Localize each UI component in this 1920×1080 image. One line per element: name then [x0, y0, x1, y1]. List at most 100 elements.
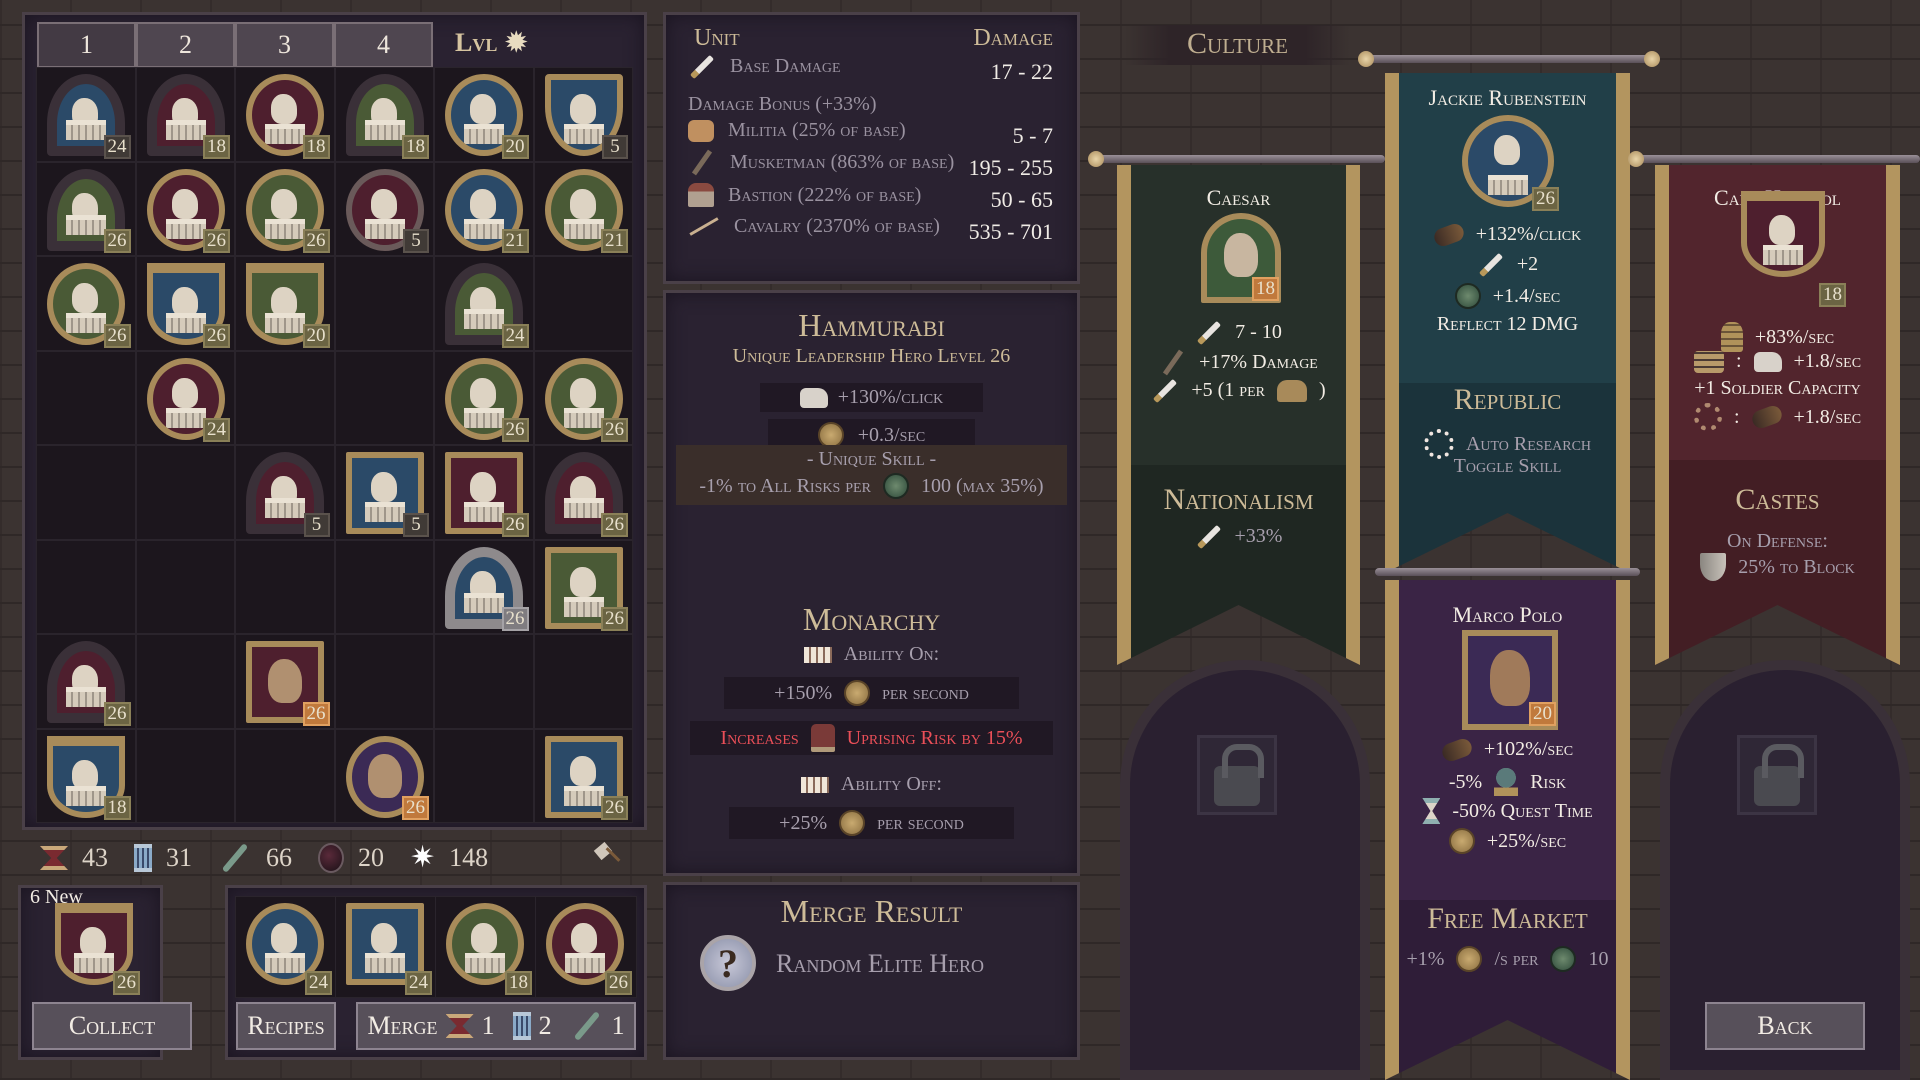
- government-effect: 10: [1588, 947, 1609, 970]
- empty-grid-cell[interactable]: [135, 539, 235, 634]
- recipes-button[interactable]: Recipes: [236, 1002, 336, 1050]
- bust-icon: [470, 188, 496, 219]
- merge-slot[interactable]: 26: [535, 896, 637, 998]
- empty-grid-cell[interactable]: [434, 728, 534, 823]
- empty-grid-cell[interactable]: [434, 634, 534, 729]
- grid-cell[interactable]: 26: [533, 728, 633, 823]
- empty-grid-cell[interactable]: [36, 539, 136, 634]
- grid-cell[interactable]: 26: [135, 161, 235, 256]
- empty-grid-cell[interactable]: [334, 539, 434, 634]
- hourglass-red-icon: [40, 846, 68, 870]
- grid-cell[interactable]: 24: [36, 67, 136, 162]
- grid-cell[interactable]: 18: [235, 67, 335, 162]
- merge-result-panel: Merge Result ? Random Elite Hero: [663, 882, 1080, 1060]
- grid-cell[interactable]: 26: [36, 256, 136, 351]
- hero-card[interactable]: [246, 168, 324, 251]
- grid-cell[interactable]: 24: [135, 350, 235, 445]
- banner-caesar[interactable]: Caesar 18 7 - 10 +17% Damage +5 (1 per) …: [1117, 165, 1360, 665]
- government-effect: On Defense:: [1727, 530, 1828, 552]
- uprising-warning: Increases: [720, 726, 799, 749]
- grid-cell[interactable]: 5: [533, 67, 633, 162]
- hero-card[interactable]: [546, 903, 624, 985]
- banner-jackie-rubenstein[interactable]: Jackie Rubenstein 26 +132%/click +2 +1.4…: [1385, 73, 1630, 573]
- merge-slot[interactable]: 24: [235, 896, 337, 998]
- grid-cell[interactable]: 20: [235, 256, 335, 351]
- sword-icon: [1153, 378, 1178, 403]
- merge-slot[interactable]: 18: [435, 896, 537, 998]
- tab-3[interactable]: 3: [235, 22, 334, 68]
- grid-cell[interactable]: 21: [533, 161, 633, 256]
- grid-cell[interactable]: 26: [533, 445, 633, 540]
- empty-grid-cell[interactable]: [235, 350, 335, 445]
- hero-card[interactable]: [446, 903, 524, 985]
- hero-card[interactable]: [47, 263, 125, 345]
- merge-slot[interactable]: 24: [335, 896, 437, 998]
- empty-grid-cell[interactable]: [334, 256, 434, 351]
- hero-card[interactable]: [544, 546, 623, 629]
- hero-card[interactable]: [47, 735, 125, 818]
- empty-grid-cell[interactable]: [533, 256, 633, 351]
- grid-cell[interactable]: 21: [434, 161, 534, 256]
- empty-grid-cell[interactable]: [235, 728, 335, 823]
- empty-grid-cell[interactable]: [235, 539, 335, 634]
- bust-icon: [471, 923, 497, 953]
- empty-grid-cell[interactable]: [334, 634, 434, 729]
- grid-cell[interactable]: 26: [36, 161, 136, 256]
- unique-skill-title: - Unique Skill -: [806, 448, 937, 470]
- hero-card[interactable]: [55, 903, 133, 985]
- hero-card[interactable]: [544, 452, 623, 534]
- grid-cell[interactable]: 26: [235, 161, 335, 256]
- bust-icon: [171, 287, 198, 317]
- empty-grid-cell[interactable]: [334, 350, 434, 445]
- tab-2[interactable]: 2: [136, 22, 235, 68]
- grid-cell[interactable]: 5: [334, 161, 434, 256]
- collect-button[interactable]: Collect: [32, 1002, 192, 1050]
- ability-off-unit: per second: [877, 811, 964, 834]
- grid-cell[interactable]: 20: [434, 67, 534, 162]
- grid-cell[interactable]: 26: [36, 634, 136, 729]
- hero-card[interactable]: [445, 357, 523, 440]
- empty-grid-cell[interactable]: [36, 445, 136, 540]
- grid-cell[interactable]: 5: [235, 445, 335, 540]
- grid-cell[interactable]: 24: [434, 256, 534, 351]
- grid-cell[interactable]: 26: [434, 445, 534, 540]
- empty-grid-cell[interactable]: [135, 445, 235, 540]
- hammer-icon[interactable]: [594, 843, 620, 869]
- banner-cary-harpool[interactable]: Cary Harpool 18 +83%/sec :+1.8/sec +1 So…: [1655, 165, 1900, 665]
- empty-grid-cell[interactable]: [135, 728, 235, 823]
- grid-cell[interactable]: 18: [36, 728, 136, 823]
- grid-cell[interactable]: 26: [533, 350, 633, 445]
- grid-cell[interactable]: 26: [434, 539, 534, 634]
- grid-cell[interactable]: 18: [334, 67, 434, 162]
- grid-cell[interactable]: 26: [434, 350, 534, 445]
- bust-icon: [470, 94, 496, 124]
- hero-card[interactable]: [246, 903, 324, 985]
- grid-cell[interactable]: 26: [533, 539, 633, 634]
- bust-icon: [370, 188, 397, 219]
- hero-card[interactable]: [345, 168, 424, 251]
- grid-cell[interactable]: 26: [334, 728, 434, 823]
- tab-4[interactable]: 4: [334, 22, 433, 68]
- grid-cell[interactable]: 26: [135, 256, 235, 351]
- locked-slot-left-lock: [1197, 735, 1277, 815]
- hero-card[interactable]: [246, 74, 324, 156]
- banner-marco-polo[interactable]: Marco Polo 20 +102%/sec -5% Risk -50% Que…: [1385, 580, 1630, 1080]
- sort-by-level-button[interactable]: Lvl ✹: [455, 28, 527, 58]
- hero-card[interactable]: [146, 74, 225, 156]
- empty-grid-cell[interactable]: [36, 350, 136, 445]
- empty-grid-cell[interactable]: [135, 634, 235, 729]
- hero-card[interactable]: [544, 357, 623, 440]
- new-hero-slot[interactable]: 26: [45, 897, 144, 997]
- grid-cell[interactable]: 5: [334, 445, 434, 540]
- back-button[interactable]: Back: [1705, 1002, 1865, 1050]
- grid-cell[interactable]: 18: [135, 67, 235, 162]
- wheat-icon: [1720, 322, 1743, 352]
- tab-1[interactable]: 1: [37, 22, 136, 68]
- bust-icon: [370, 472, 397, 502]
- merge-button[interactable]: Merge 1 2 1: [356, 1002, 636, 1050]
- hero-card[interactable]: [345, 452, 424, 534]
- empty-grid-cell[interactable]: [533, 634, 633, 729]
- grid-cell[interactable]: 26: [235, 634, 335, 729]
- level-badge: 5: [303, 512, 330, 537]
- government-effect: +1%: [1406, 947, 1445, 970]
